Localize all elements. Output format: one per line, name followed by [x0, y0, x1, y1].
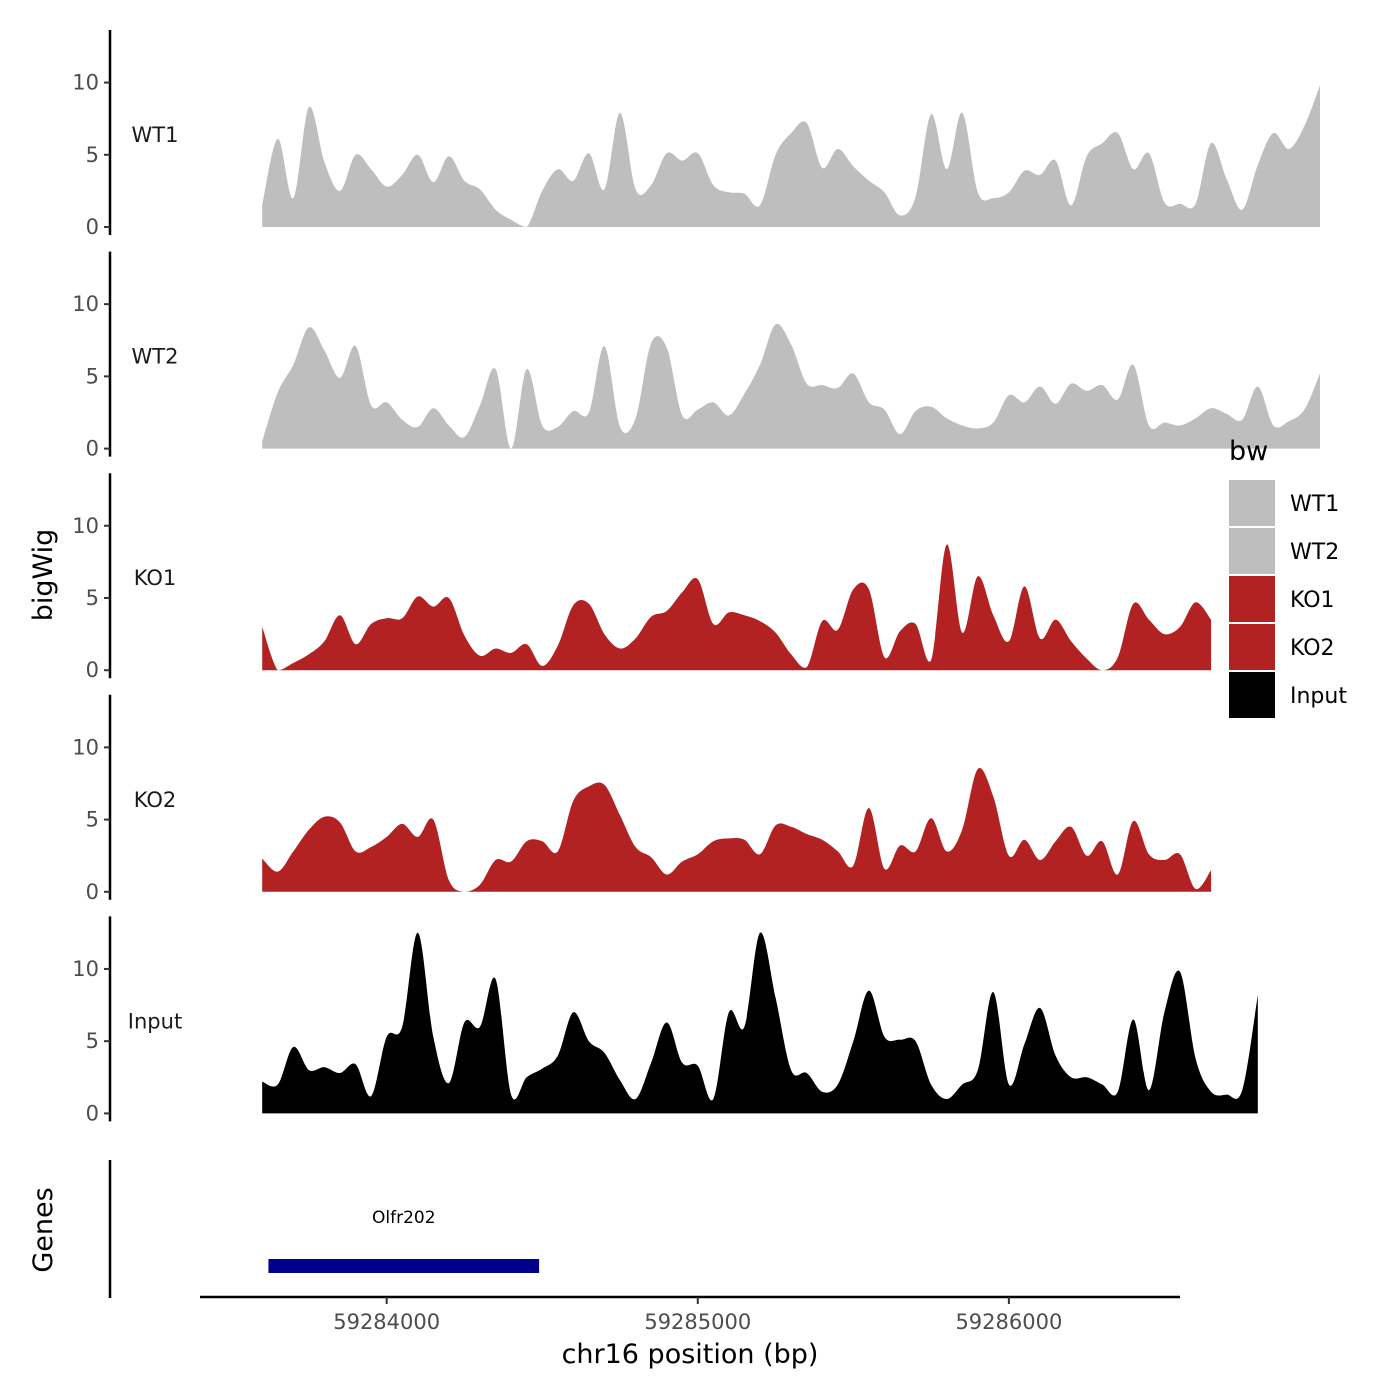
legend: bw WT1 WT2 KO1 KO2 Input [1229, 436, 1347, 718]
track-label: KO1 [134, 566, 177, 590]
genes-panel-title: Genes [28, 1187, 59, 1272]
signal-area-ko2 [262, 768, 1212, 892]
signal-area-ko1 [262, 544, 1212, 671]
track-label: Input [128, 1009, 182, 1033]
x-tick-label: 59286000 [955, 1310, 1062, 1334]
x-tick-label: 59285000 [644, 1310, 751, 1334]
y-tick-label: 10 [72, 735, 99, 759]
signal-tracks: 0 5 10 WT1 0 5 10 WT2 0 5 10 KO1 0 5 10 KO2 0 5 10 Input [72, 30, 1321, 1125]
y-tick-label: 5 [86, 143, 99, 167]
track-wt2: 0 5 10 WT2 [72, 251, 1321, 461]
signal-area-input [262, 932, 1258, 1114]
signal-area-wt1 [262, 85, 1321, 228]
legend-swatch-ko2 [1229, 624, 1275, 670]
signal-area-wt2 [262, 323, 1321, 449]
y-axis-title: bigWig [28, 529, 59, 622]
x-axis-title: chr16 position (bp) [562, 1339, 819, 1370]
legend-swatch-ko1 [1229, 576, 1275, 622]
y-tick-label: 0 [86, 880, 99, 904]
gene-label: Olfr202 [372, 1208, 436, 1228]
y-tick-label: 0 [86, 437, 99, 461]
y-tick-label: 5 [86, 364, 99, 388]
legend-label-wt1: WT1 [1290, 492, 1339, 517]
y-tick-label: 10 [72, 71, 99, 95]
y-tick-label: 5 [86, 586, 99, 610]
y-tick-label: 0 [86, 1101, 99, 1125]
track-label: WT1 [132, 123, 179, 147]
y-tick-label: 5 [86, 808, 99, 832]
y-tick-label: 5 [86, 1029, 99, 1053]
gene-bar [268, 1259, 540, 1273]
legend-swatch-wt1 [1229, 480, 1275, 526]
x-axis: 59284000 59285000 59286000 [200, 1295, 1180, 1334]
track-label: WT2 [132, 345, 179, 369]
legend-swatch-wt2 [1229, 528, 1275, 574]
y-tick-label: 10 [72, 514, 99, 538]
y-tick-label: 0 [86, 658, 99, 682]
legend-swatch-input [1229, 672, 1275, 718]
track-label: KO2 [134, 788, 177, 812]
legend-label-input: Input [1290, 684, 1347, 709]
y-tick-label: 0 [86, 215, 99, 239]
legend-label-ko1: KO1 [1290, 588, 1335, 613]
track-ko2: 0 5 10 KO2 [72, 694, 1212, 904]
y-tick-label: 10 [72, 292, 99, 316]
track-ko1: 0 5 10 KO1 [72, 473, 1212, 682]
genes-panel: Olfr202 [108, 1160, 540, 1298]
legend-label-ko2: KO2 [1290, 636, 1335, 661]
x-tick-label: 59284000 [333, 1310, 440, 1334]
track-input: 0 5 10 Input [72, 916, 1258, 1125]
legend-label-wt2: WT2 [1290, 540, 1339, 565]
track-wt1: 0 5 10 WT1 [72, 30, 1321, 239]
legend-title: bw [1229, 436, 1268, 467]
y-tick-label: 10 [72, 957, 99, 981]
